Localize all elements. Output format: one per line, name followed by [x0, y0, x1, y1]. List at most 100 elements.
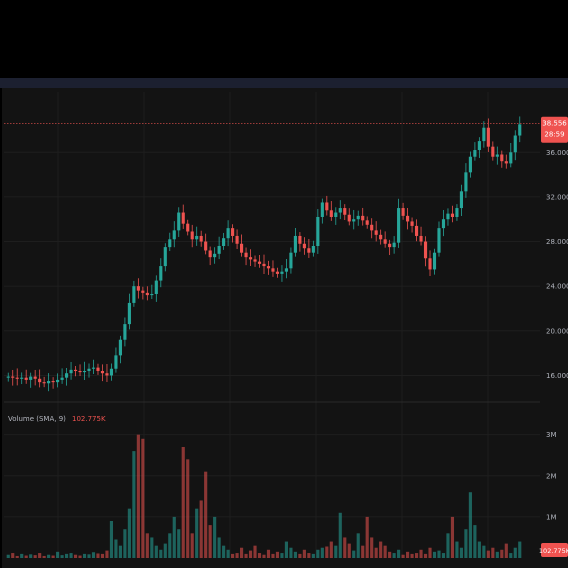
- chart-panel[interactable]: [2, 88, 568, 568]
- candle-body: [311, 246, 315, 253]
- volume-bar: [361, 545, 365, 558]
- volume-bar: [383, 545, 387, 558]
- volume-bar: [118, 545, 122, 558]
- price-axis[interactable]: 16.000 20.000 24.000 28.000 32.000 36.000: [546, 149, 568, 380]
- volume-bar: [217, 537, 221, 558]
- candle-body: [370, 224, 374, 231]
- volume-bar: [82, 553, 87, 558]
- candle-body: [42, 382, 46, 384]
- volume-bars: [6, 434, 522, 558]
- volume-bar: [154, 545, 158, 558]
- candle-body: [159, 266, 163, 281]
- volume-bar: [329, 541, 333, 558]
- volume-bar: [231, 553, 235, 558]
- candle-body: [60, 377, 64, 380]
- candle-body: [73, 369, 78, 371]
- candle-body: [361, 215, 365, 221]
- volume-bar: [379, 541, 383, 558]
- candle-body: [51, 381, 55, 383]
- volume-bar: [352, 550, 356, 558]
- volume-bar: [392, 553, 396, 558]
- candle-body: [38, 378, 42, 383]
- volume-bar: [6, 554, 10, 558]
- volume-bar: [51, 555, 55, 558]
- candle-body: [293, 235, 297, 253]
- volume-legend: Volume (SMA, 9) 102.775K: [8, 415, 106, 423]
- candle-body: [177, 212, 181, 231]
- toolbar-strip: [0, 78, 568, 88]
- candle-body: [419, 235, 423, 242]
- volume-bar: [123, 529, 127, 558]
- candle-body: [235, 235, 239, 244]
- volume-bar: [42, 555, 46, 558]
- volume-bar: [486, 550, 490, 558]
- candle-body: [302, 243, 306, 249]
- candle-body: [132, 286, 136, 303]
- volume-axis[interactable]: 1M 2M 3M: [546, 431, 557, 521]
- candle-body: [477, 141, 481, 151]
- candle-body: [114, 355, 118, 369]
- volume-bar: [105, 550, 109, 558]
- volume-bar: [343, 537, 347, 558]
- candle-body: [486, 127, 490, 147]
- candle-body: [437, 228, 441, 253]
- price-tick-label: 20.000: [546, 327, 568, 335]
- volume-bar: [450, 516, 455, 558]
- volume-bar: [222, 545, 226, 558]
- volume-bar: [441, 553, 446, 558]
- volume-bar: [423, 553, 428, 558]
- volume-bar: [168, 533, 172, 558]
- volume-bar: [226, 549, 230, 558]
- candle-body: [473, 150, 477, 157]
- candle-body: [163, 247, 167, 267]
- candle-body: [316, 216, 320, 246]
- volume-bar: [186, 459, 190, 558]
- volume-bar: [401, 554, 405, 558]
- volume-bar: [109, 521, 114, 558]
- volume-bar: [78, 555, 82, 558]
- volume-bar: [208, 525, 212, 558]
- candle-body: [468, 156, 472, 173]
- candle-body: [343, 208, 347, 215]
- last-price-label: 38.556: [542, 120, 567, 128]
- candle-body: [482, 127, 486, 142]
- volume-bar: [33, 555, 37, 558]
- volume-bar: [172, 516, 176, 558]
- candle-body: [392, 242, 396, 248]
- candle-body: [464, 172, 468, 192]
- volume-bar: [446, 533, 450, 558]
- candle-body: [450, 213, 455, 217]
- volume-bar: [177, 529, 181, 558]
- volume-bar: [468, 492, 472, 558]
- candle-body: [11, 376, 15, 378]
- candle-body: [518, 124, 522, 136]
- candle-body: [145, 292, 149, 296]
- volume-bar: [491, 547, 495, 558]
- candle-body: [356, 215, 360, 220]
- volume-bar: [253, 545, 257, 558]
- volume-bar: [266, 549, 271, 558]
- candle-body: [280, 271, 284, 274]
- volume-bar: [100, 553, 105, 558]
- countdown-label: 28:59: [544, 131, 564, 139]
- volume-tick-label: 2M: [546, 472, 557, 480]
- volume-bar: [145, 533, 149, 558]
- volume-bar: [114, 539, 118, 558]
- candle-body: [491, 146, 495, 157]
- volume-bar: [60, 555, 64, 558]
- candle-body: [365, 220, 369, 225]
- candle-body: [275, 271, 280, 274]
- volume-bar: [159, 549, 163, 558]
- candle-body: [154, 280, 158, 294]
- grid: [4, 92, 540, 558]
- volume-bar: [428, 547, 432, 558]
- candle-body: [91, 367, 96, 369]
- volume-bar: [24, 555, 28, 558]
- volume-bar: [464, 529, 468, 558]
- candle-body: [56, 379, 60, 383]
- candle-body: [257, 261, 262, 264]
- candle-body: [244, 252, 248, 258]
- candle-body: [509, 152, 513, 164]
- price-tick-label: 24.000: [546, 283, 568, 291]
